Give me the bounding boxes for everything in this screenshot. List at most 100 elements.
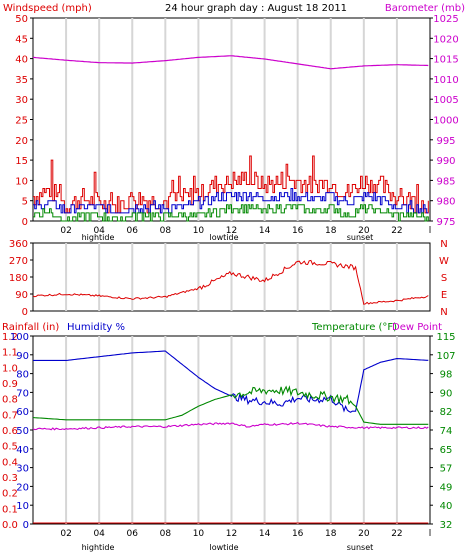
left-tick-label: 45	[15, 34, 28, 45]
dewpoint-line	[32, 421, 429, 431]
x-tick-label: l	[429, 226, 432, 236]
x-tick-label: 20	[358, 226, 370, 236]
humidity-tick-label: 30	[16, 464, 29, 475]
wind-gust-line	[33, 155, 429, 214]
humidity-tick-label: 0	[23, 520, 29, 531]
left-tick-label: 0	[22, 217, 28, 228]
wind-speed-line	[33, 204, 429, 222]
left-tick-label: 25	[15, 116, 28, 127]
rainfall-tick-label: 0.8	[2, 395, 18, 406]
hightide-marker-bottom: hightide	[82, 543, 115, 552]
right-tick-label: 65	[440, 445, 453, 456]
humidity-tick-label: 60	[16, 407, 29, 418]
right-tick-label: 57	[440, 464, 453, 475]
compass-label: E	[441, 290, 447, 301]
humidity-tick-label: 90	[16, 351, 29, 362]
left-tick-label: 20	[15, 136, 28, 147]
right-tick-label: 985	[436, 176, 455, 187]
humidity-label: Humidity %	[67, 322, 125, 333]
right-tick-label: 32	[440, 520, 453, 531]
x-tick-label: 14	[259, 226, 271, 236]
x-tick-label: 22	[391, 529, 402, 539]
x-tick-label: 10	[193, 226, 205, 236]
right-tick-label: 1005	[433, 95, 458, 106]
humidity-tick-label: 80	[16, 370, 29, 381]
right-tick-label: 1000	[433, 116, 458, 127]
right-tick-label: 74	[440, 426, 453, 437]
rainfall-tick-label: 1.2	[2, 332, 18, 343]
left-tick-label: 0	[22, 307, 28, 318]
right-tick-label: 995	[436, 136, 455, 147]
temperature-line	[32, 385, 429, 425]
right-tick-label: 1010	[433, 75, 458, 86]
sunset-marker-top: sunset	[347, 233, 374, 242]
left-tick-label: 35	[15, 75, 28, 86]
x-tick-label: 02	[60, 529, 71, 539]
right-tick-label: 1015	[433, 55, 458, 66]
humidity-tick-label: 40	[16, 445, 29, 456]
rainfall-tick-label: 0.6	[2, 426, 18, 437]
left-tick-label: 15	[15, 156, 28, 167]
rainfall-tick-label: 0.3	[2, 473, 18, 484]
x-tick-label: 18	[325, 226, 337, 236]
x-tick-label: 22	[391, 226, 402, 236]
x-tick-label: 04	[93, 226, 105, 236]
left-tick-label: 40	[15, 55, 28, 66]
left-tick-label: 90	[15, 290, 28, 301]
right-tick-label: 107	[436, 351, 455, 362]
left-tick-label: 360	[9, 239, 28, 250]
dewpoint-label: Dew Point	[392, 322, 442, 333]
humidity-line	[33, 350, 429, 413]
compass-label: N	[440, 239, 447, 250]
x-tick-label: 08	[160, 529, 172, 539]
x-tick-label: 06	[127, 529, 139, 539]
right-tick-label: 98	[440, 370, 453, 381]
compass-label: W	[439, 256, 449, 267]
x-tick-label: 12	[226, 529, 237, 539]
rainfall-tick-label: 0.4	[2, 457, 18, 468]
wind-direction-line	[32, 259, 429, 305]
lowtide-marker-bottom: lowtide	[209, 543, 238, 552]
rainfall-tick-label: 0.2	[2, 489, 18, 500]
wind-average-line	[33, 188, 429, 214]
barometer-line	[32, 55, 429, 70]
x-tick-label: 16	[292, 529, 304, 539]
left-tick-label: 10	[15, 176, 28, 187]
humidity-tick-label: 100	[10, 332, 29, 343]
x-tick-label: 18	[325, 529, 337, 539]
rainfall-tick-label: 0.7	[2, 410, 18, 421]
sunset-marker-bottom: sunset	[347, 543, 374, 552]
temperature-label: Temperature (°F)	[311, 322, 397, 333]
right-tick-label: 90	[440, 388, 453, 399]
humidity-tick-label: 20	[16, 482, 29, 493]
compass-label: N	[440, 307, 447, 318]
left-tick-label: 5	[22, 197, 28, 208]
compass-label: S	[441, 273, 447, 284]
x-tick-label: 08	[160, 226, 172, 236]
barometer-label: Barometer (mb)	[385, 3, 465, 14]
right-tick-label: 1020	[433, 34, 458, 45]
humidity-tick-label: 50	[16, 426, 29, 437]
humidity-tick-label: 10	[16, 501, 29, 512]
rainfall-tick-label: 1.1	[2, 348, 18, 359]
right-tick-label: 40	[440, 501, 453, 512]
right-tick-label: 115	[436, 332, 455, 343]
humidity-tick-label: 70	[16, 388, 29, 399]
x-tick-label: 14	[259, 529, 271, 539]
rainfall-tick-label: 0.9	[2, 379, 18, 390]
left-tick-label: 180	[9, 273, 28, 284]
x-tick-label: 04	[93, 529, 105, 539]
left-tick-label: 50	[15, 14, 28, 25]
right-tick-label: 990	[436, 156, 455, 167]
right-tick-label: 1025	[433, 14, 458, 25]
lowtide-marker-top: lowtide	[209, 233, 238, 242]
rainfall-tick-label: 0.1	[2, 504, 18, 515]
x-tick-label: 06	[127, 226, 139, 236]
rainfall-tick-label: 0.0	[2, 520, 18, 531]
windspeed-label: Windspeed (mph)	[3, 3, 92, 14]
right-tick-label: 975	[436, 217, 455, 228]
x-tick-label: l	[429, 529, 432, 539]
rainfall-tick-label: 1.0	[2, 363, 18, 374]
left-tick-label: 270	[9, 256, 28, 267]
